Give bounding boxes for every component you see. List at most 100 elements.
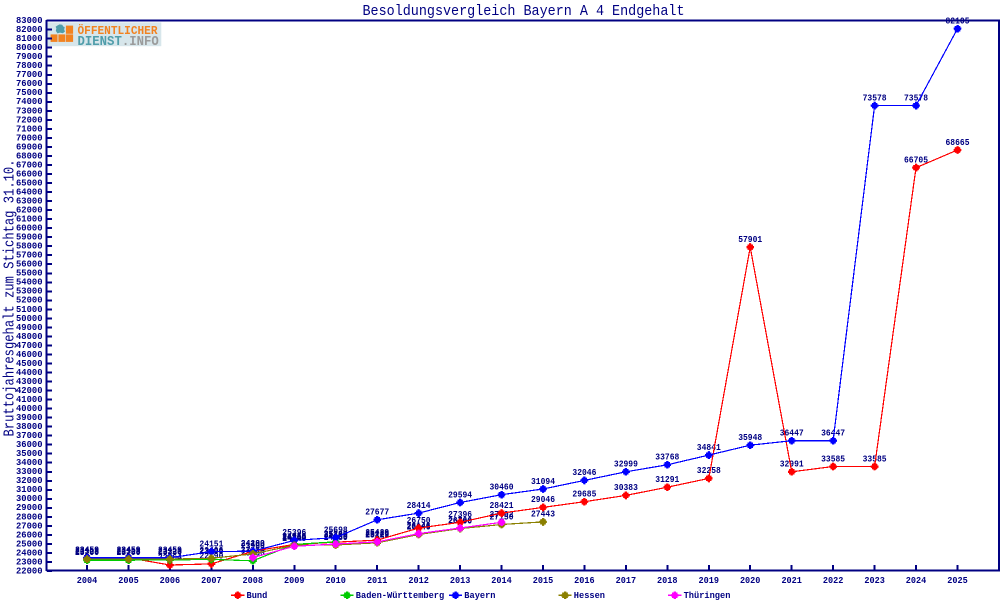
svg-text:33000: 33000: [16, 467, 43, 477]
svg-text:24200: 24200: [241, 539, 265, 549]
svg-text:34841: 34841: [697, 443, 722, 453]
svg-text:64000: 64000: [16, 187, 43, 197]
svg-text:32046: 32046: [572, 468, 596, 478]
svg-text:27443: 27443: [531, 510, 555, 520]
svg-text:37000: 37000: [16, 431, 43, 441]
svg-text:31291: 31291: [655, 475, 680, 485]
svg-text:80000: 80000: [16, 43, 43, 53]
svg-text:2008: 2008: [243, 576, 264, 586]
svg-text:41000: 41000: [16, 395, 43, 405]
svg-text:67000: 67000: [16, 160, 43, 170]
svg-text:57901: 57901: [738, 235, 763, 245]
svg-text:2004: 2004: [77, 576, 98, 586]
svg-text:27150: 27150: [490, 512, 514, 522]
svg-text:73578: 73578: [863, 93, 887, 103]
svg-text:2011: 2011: [367, 576, 388, 586]
svg-text:73000: 73000: [16, 106, 43, 116]
svg-text:42000: 42000: [16, 386, 43, 396]
svg-text:28421: 28421: [490, 501, 515, 511]
svg-text:23230: 23230: [158, 548, 182, 558]
svg-text:31094: 31094: [531, 477, 556, 487]
svg-text:23323: 23323: [158, 547, 182, 557]
svg-text:81000: 81000: [16, 34, 43, 44]
svg-text:68000: 68000: [16, 151, 43, 161]
svg-text:24151: 24151: [199, 539, 224, 549]
svg-text:23323: 23323: [75, 547, 99, 557]
svg-text:63000: 63000: [16, 196, 43, 206]
svg-text:23459: 23459: [158, 546, 182, 556]
svg-text:30383: 30383: [614, 483, 638, 493]
svg-text:2010: 2010: [325, 576, 346, 586]
svg-text:40000: 40000: [16, 404, 43, 414]
svg-text:73578: 73578: [904, 93, 928, 103]
svg-text:2012: 2012: [408, 576, 429, 586]
svg-text:66000: 66000: [16, 169, 43, 179]
svg-text:2014: 2014: [491, 576, 512, 586]
svg-text:76000: 76000: [16, 79, 43, 89]
svg-text:2016: 2016: [574, 576, 595, 586]
svg-text:36000: 36000: [16, 440, 43, 450]
svg-text:38000: 38000: [16, 422, 43, 432]
svg-text:2024: 2024: [906, 576, 927, 586]
svg-text:53000: 53000: [16, 287, 43, 297]
svg-text:55000: 55000: [16, 269, 43, 279]
svg-text:27677: 27677: [365, 508, 389, 518]
svg-text:23200: 23200: [75, 548, 99, 558]
svg-text:68665: 68665: [946, 138, 970, 148]
svg-text:2013: 2013: [450, 576, 471, 586]
svg-text:61000: 61000: [16, 214, 43, 224]
svg-text:2009: 2009: [284, 576, 305, 586]
svg-text:46000: 46000: [16, 350, 43, 360]
svg-text:26750: 26750: [407, 516, 431, 526]
svg-text:75000: 75000: [16, 88, 43, 98]
svg-text:33585: 33585: [821, 454, 845, 464]
svg-text:45000: 45000: [16, 359, 43, 369]
svg-text:29000: 29000: [16, 503, 43, 513]
svg-text:25229: 25229: [365, 530, 389, 540]
svg-text:48000: 48000: [16, 332, 43, 342]
svg-text:2020: 2020: [740, 576, 761, 586]
svg-text:77000: 77000: [16, 70, 43, 80]
svg-text:27000: 27000: [16, 521, 43, 531]
svg-text:Besoldungsvergleich Bayern A 4: Besoldungsvergleich Bayern A 4 Endgehalt: [363, 3, 685, 20]
svg-text:Bruttojahresgehalt zum Stichta: Bruttojahresgehalt zum Stichtag 31.10.: [3, 160, 19, 437]
svg-text:24000: 24000: [16, 548, 43, 558]
svg-text:35000: 35000: [16, 449, 43, 459]
svg-text:32991: 32991: [780, 460, 805, 470]
svg-text:70000: 70000: [16, 133, 43, 143]
svg-text:2017: 2017: [616, 576, 637, 586]
svg-text:24183: 24183: [241, 539, 265, 549]
svg-text:25129: 25129: [365, 531, 389, 541]
svg-text:ÖFFENTLICHER: ÖFFENTLICHER: [78, 22, 159, 38]
svg-text:25396: 25396: [282, 528, 306, 538]
svg-text:33585: 33585: [863, 454, 887, 464]
svg-text:57000: 57000: [16, 251, 43, 261]
svg-text:29594: 29594: [448, 490, 473, 500]
svg-text:2019: 2019: [699, 576, 720, 586]
svg-text:43000: 43000: [16, 377, 43, 387]
svg-text:22000: 22000: [16, 566, 43, 576]
svg-text:32999: 32999: [614, 460, 638, 470]
svg-text:51000: 51000: [16, 305, 43, 315]
svg-text:71000: 71000: [16, 124, 43, 134]
svg-text:83000: 83000: [16, 16, 43, 26]
svg-text:58000: 58000: [16, 242, 43, 252]
svg-text:2007: 2007: [201, 576, 222, 586]
svg-text:29685: 29685: [572, 490, 596, 500]
svg-text:23459: 23459: [117, 546, 141, 556]
svg-text:30000: 30000: [16, 494, 43, 504]
svg-text:56000: 56000: [16, 260, 43, 270]
svg-text:49000: 49000: [16, 323, 43, 333]
svg-text:29046: 29046: [531, 495, 555, 505]
svg-text:74000: 74000: [16, 97, 43, 107]
svg-text:23459: 23459: [75, 546, 99, 556]
svg-text:2023: 2023: [864, 576, 885, 586]
svg-text:2005: 2005: [118, 576, 139, 586]
svg-text:23323: 23323: [117, 547, 141, 557]
svg-text:DIENST.INFO: DIENST.INFO: [78, 35, 159, 50]
svg-text:44000: 44000: [16, 368, 43, 378]
svg-text:Hessen: Hessen: [574, 591, 605, 600]
svg-text:33768: 33768: [655, 453, 679, 463]
svg-text:2021: 2021: [781, 576, 802, 586]
svg-text:34000: 34000: [16, 458, 43, 468]
